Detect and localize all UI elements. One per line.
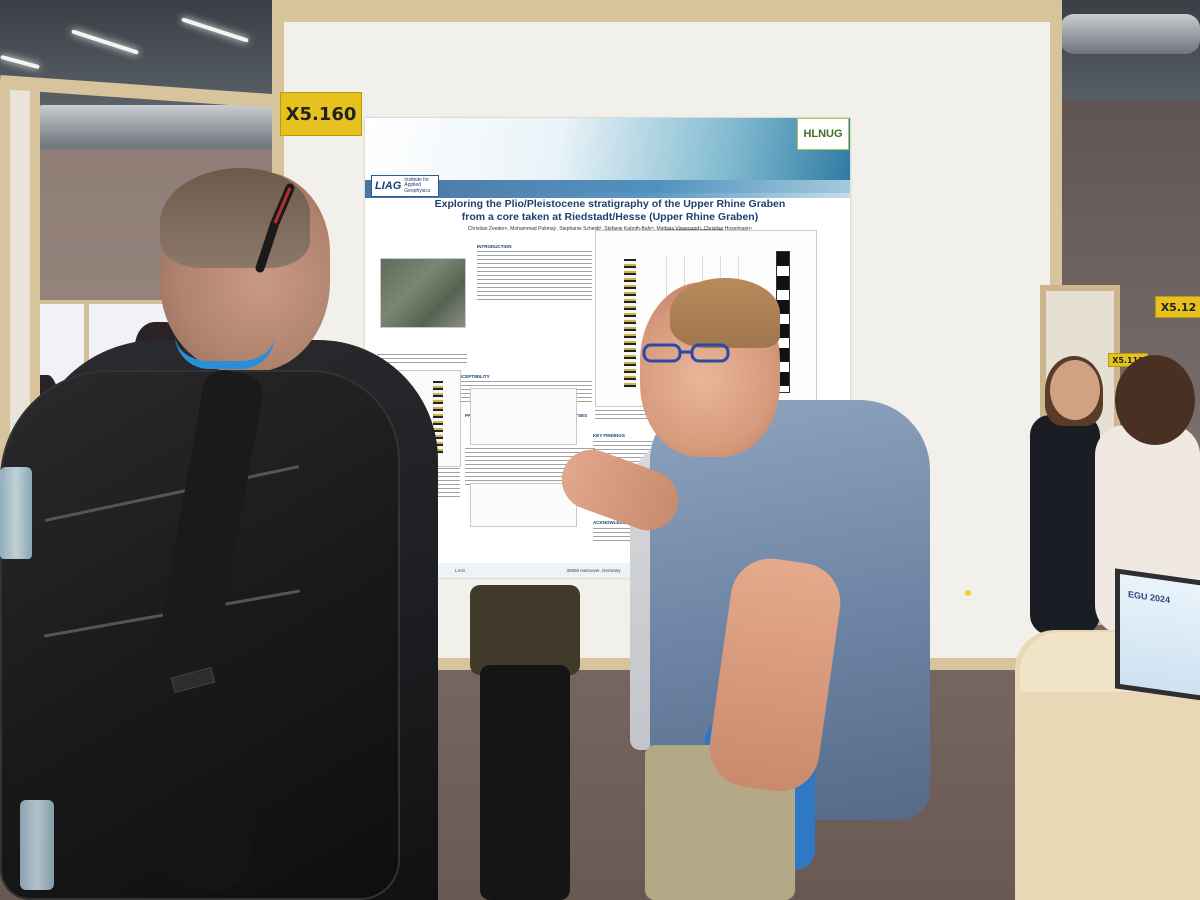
booth-number-text: X5.160 <box>285 103 357 125</box>
liag-logo-subtitle: Institute for Applied Geophysics <box>404 177 431 194</box>
hlnug-logo-text: HLNUG <box>803 128 843 140</box>
ceiling-duct <box>30 105 280 147</box>
lithology-column <box>624 259 636 389</box>
right-booth-label-1-text: X5.12 <box>1160 300 1197 314</box>
poster-footer-left: LIAG <box>455 568 466 573</box>
poster-board-top-beam <box>272 0 1062 22</box>
booth-number-label: X5.160 <box>280 92 362 136</box>
right-booth-label-1: X5.12 <box>1155 296 1200 318</box>
mineral-magnetic-figure <box>470 483 577 527</box>
walker-pants <box>480 665 570 900</box>
laptop-screen-text: EGU 2024 <box>1128 589 1171 606</box>
presenter-hair <box>670 278 780 348</box>
poster-title: Exploring the Plio/Pleistocene stratigra… <box>405 198 815 224</box>
laptop-screen: EGU 2024 <box>1115 568 1200 702</box>
poster-authors: Christian Zeeden¹, Mohammad Pakmaj¹, Ste… <box>467 226 753 232</box>
poster-title-line-1: Exploring the Plio/Pleistocene stratigra… <box>434 198 786 210</box>
backpack-zipper <box>44 465 300 522</box>
woman-face <box>1050 360 1100 420</box>
backpack-logo-patch <box>170 666 216 694</box>
location-map-figure <box>380 258 466 328</box>
background-person-walking <box>450 585 600 900</box>
hlnug-logo: HLNUG <box>797 118 849 150</box>
poster-footer-middle: 30655 Hannover, Germany <box>566 568 621 573</box>
woman-hair <box>1115 355 1195 445</box>
right-booth-label-2-text: X5.118 <box>1112 355 1144 365</box>
ceiling-duct <box>1060 14 1200 54</box>
map-caption-text <box>377 354 467 364</box>
glasses-icon <box>642 343 730 363</box>
lanyard <box>175 335 275 369</box>
section-heading-key-findings: KEY FINDINGS <box>593 433 625 438</box>
susceptibility-curve <box>433 381 443 456</box>
visitor-hair <box>160 168 310 268</box>
introduction-text <box>477 251 592 301</box>
paleomag-figure <box>470 388 577 445</box>
background-woman-smiling <box>1030 356 1103 640</box>
section-heading-acknowledgements: ACKNOWLEDGEMENTS <box>593 520 645 525</box>
poster-banner-stripe <box>365 180 850 198</box>
poster-title-line-2: from a core taken at Riedstadt/Hesse (Up… <box>461 211 759 224</box>
liag-logo: LIAG Institute for Applied Geophysics <box>371 175 439 197</box>
water-bottle <box>20 800 54 890</box>
push-pin <box>965 590 971 596</box>
sunglasses-icon <box>255 183 295 273</box>
water-bottle <box>0 467 32 559</box>
walker-jacket <box>470 585 580 675</box>
section-heading-introduction: INTRODUCTION <box>477 244 512 249</box>
woman-torso <box>1030 415 1100 635</box>
backpack-bottle-pocket <box>162 782 252 892</box>
liag-logo-mark: LIAG <box>375 180 402 192</box>
